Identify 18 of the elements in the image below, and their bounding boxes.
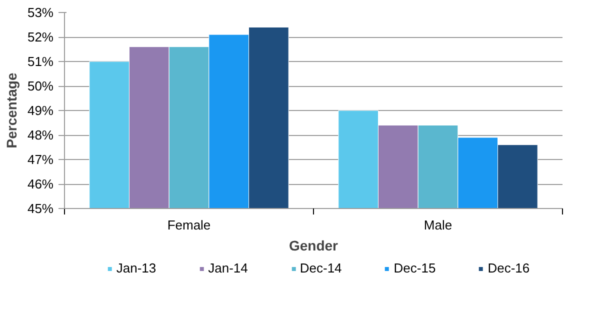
y-tick-label: 46% bbox=[27, 176, 54, 192]
y-tick-label: 47% bbox=[27, 152, 54, 167]
y-axis-title: Percentage bbox=[3, 72, 20, 148]
legend-label: Jan-14 bbox=[208, 260, 248, 276]
y-tick-label: 48% bbox=[27, 128, 54, 142]
y-tick-label: 51% bbox=[27, 54, 54, 69]
y-tick-label: 45% bbox=[27, 201, 54, 216]
legend-label: Dec-15 bbox=[394, 260, 436, 276]
y-tick-label: 49% bbox=[27, 103, 54, 118]
x-axis-title: Gender bbox=[288, 238, 339, 254]
y-tick-label: 52% bbox=[27, 30, 54, 44]
x-tick-label: Female bbox=[167, 218, 211, 232]
y-tick-label: 53% bbox=[27, 5, 54, 20]
legend-label: Dec-16 bbox=[488, 260, 530, 276]
legend-label: Dec-14 bbox=[300, 260, 342, 276]
y-tick-label: 50% bbox=[27, 78, 54, 94]
legend-label: Jan-13 bbox=[116, 260, 156, 276]
x-tick-label: Male bbox=[424, 218, 452, 232]
